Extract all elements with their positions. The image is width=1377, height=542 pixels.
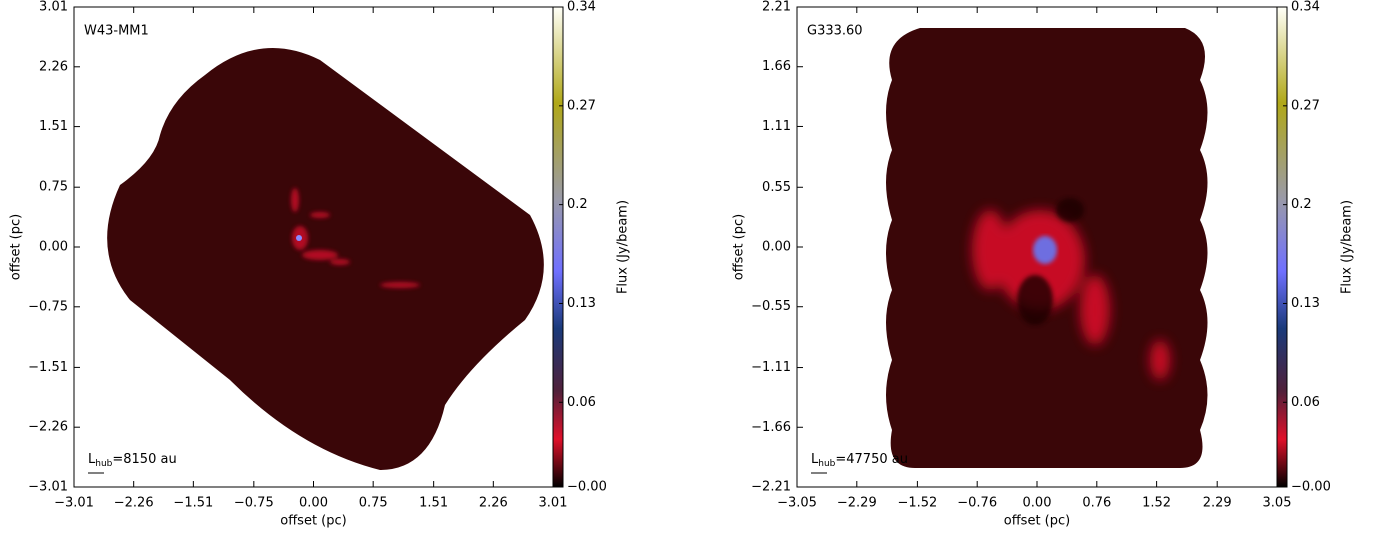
colorbar-tick-label: 0.34 bbox=[1291, 0, 1320, 15]
x-tick-label: 1.51 bbox=[419, 496, 448, 511]
x-tick-label: 2.29 bbox=[1203, 496, 1232, 511]
colorbar-label: Flux (Jy/beam) bbox=[1340, 200, 1355, 294]
x-axis-label: offset (pc) bbox=[1004, 514, 1070, 529]
colorbar-tick-label: −0.00 bbox=[1291, 480, 1331, 495]
x-tick-label: −0.75 bbox=[234, 496, 274, 511]
colorbar-tick-label: 0.06 bbox=[1291, 395, 1320, 410]
x-tick-label: −2.26 bbox=[114, 496, 154, 511]
y-tick-label: −0.55 bbox=[751, 299, 791, 314]
panel-label: G333.60 bbox=[807, 24, 863, 39]
y-tick-label: 2.26 bbox=[39, 59, 68, 74]
annotation-symbol: L bbox=[88, 452, 96, 467]
y-tick-label: −2.26 bbox=[28, 420, 68, 435]
x-tick-label: 0.76 bbox=[1082, 496, 1111, 511]
y-tick-label: −3.01 bbox=[28, 480, 68, 495]
colorbar-tick-label: 0.2 bbox=[1291, 197, 1312, 212]
colorbar-label: Flux (Jy/beam) bbox=[616, 200, 631, 294]
x-tick-label: 3.05 bbox=[1263, 496, 1292, 511]
x-tick-label: −0.76 bbox=[957, 496, 997, 511]
colorbar-tick-label: 0.27 bbox=[567, 98, 596, 113]
colorbar-tick-label: 0.2 bbox=[567, 197, 588, 212]
annotation: Lhub=47750 au bbox=[811, 452, 908, 469]
colorbar-tick-label: 0.27 bbox=[1291, 98, 1320, 113]
y-tick-label: −2.21 bbox=[751, 480, 791, 495]
y-axis-label: offset (pc) bbox=[9, 214, 24, 280]
colorbar-tick-label: −0.00 bbox=[567, 480, 607, 495]
x-tick-label: 0.00 bbox=[299, 496, 328, 511]
x-tick-label: −3.01 bbox=[54, 496, 94, 511]
x-axis-label: offset (pc) bbox=[280, 514, 346, 529]
y-tick-label: 0.75 bbox=[39, 180, 68, 195]
y-tick-label: 1.11 bbox=[762, 119, 791, 134]
colorbar bbox=[1276, 6, 1288, 488]
x-tick-label: −1.51 bbox=[173, 496, 213, 511]
x-tick-label: 2.26 bbox=[479, 496, 508, 511]
y-tick-label: −1.51 bbox=[28, 360, 68, 375]
x-tick-label: 0.00 bbox=[1023, 496, 1052, 511]
x-tick-label: −2.29 bbox=[837, 496, 877, 511]
annotation-text: =47750 au bbox=[835, 452, 908, 467]
y-tick-label: 0.55 bbox=[762, 180, 791, 195]
colorbar bbox=[552, 6, 564, 488]
x-tick-label: 0.75 bbox=[359, 496, 388, 511]
annotation: Lhub=8150 au bbox=[88, 452, 177, 469]
y-tick-label: 0.00 bbox=[39, 240, 68, 255]
y-tick-label: 3.01 bbox=[39, 0, 68, 15]
x-tick-label: −1.52 bbox=[897, 496, 937, 511]
colorbar-tick-label: 0.13 bbox=[567, 296, 596, 311]
annotation-text: =8150 au bbox=[112, 452, 176, 467]
colorbar-tick-label: 0.34 bbox=[567, 0, 596, 15]
colorbar-tick-label: 0.13 bbox=[1291, 296, 1320, 311]
colorbar-tick-label: 0.06 bbox=[567, 395, 596, 410]
y-tick-label: −1.11 bbox=[751, 360, 791, 375]
panel-label: W43-MM1 bbox=[84, 24, 149, 39]
annotation-symbol: L bbox=[811, 452, 819, 467]
x-tick-label: 3.01 bbox=[539, 496, 568, 511]
y-tick-label: −0.75 bbox=[28, 299, 68, 314]
map-2 bbox=[886, 28, 1208, 468]
y-axis-label: offset (pc) bbox=[732, 214, 747, 280]
y-tick-label: 2.21 bbox=[762, 0, 791, 15]
y-tick-label: −1.66 bbox=[751, 420, 791, 435]
x-tick-label: −3.05 bbox=[777, 496, 817, 511]
y-tick-label: 0.00 bbox=[762, 240, 791, 255]
annotation-subscript: hub bbox=[818, 459, 835, 469]
map-1 bbox=[107, 48, 544, 470]
x-tick-label: 1.52 bbox=[1142, 496, 1171, 511]
y-tick-label: 1.51 bbox=[39, 119, 68, 134]
y-tick-label: 1.66 bbox=[762, 59, 791, 74]
annotation-subscript: hub bbox=[95, 459, 112, 469]
